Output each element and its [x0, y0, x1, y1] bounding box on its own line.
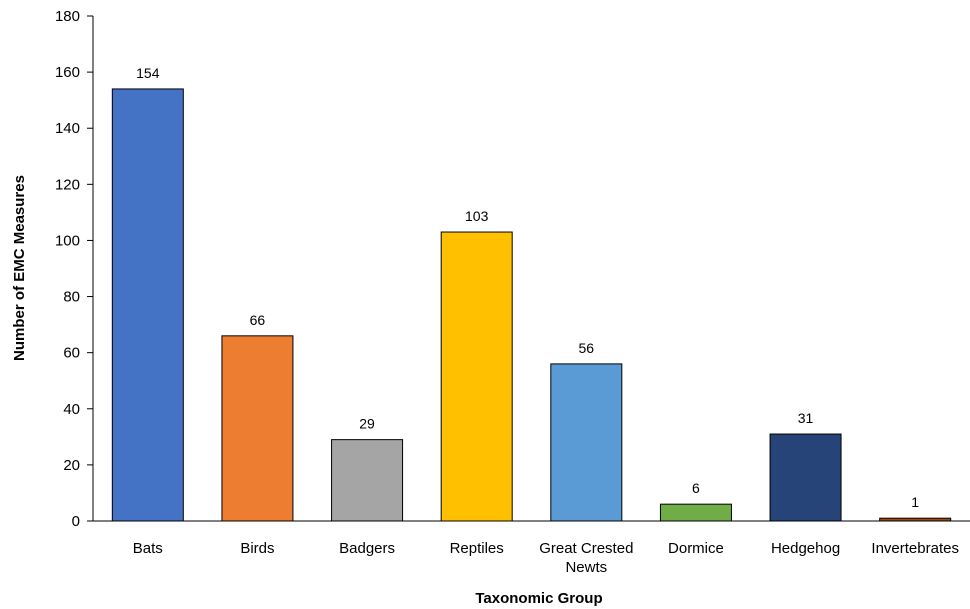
y-tick-label: 20 [63, 457, 80, 474]
data-labels-group: 154 66 29 103 56 6 31 1 [136, 65, 919, 510]
bar-data-label: 56 [579, 340, 595, 356]
y-tick-label: 40 [63, 401, 80, 418]
bar [550, 363, 623, 522]
bar [659, 503, 732, 522]
y-tick-label: 120 [55, 176, 80, 193]
x-axis-tick-labels: Bats Birds Badgers Reptiles Great Crested New… [133, 540, 959, 576]
bar-data-label: 6 [692, 480, 700, 496]
x-tick-label: Reptiles [450, 540, 504, 557]
bar-data-label: 31 [798, 410, 814, 426]
y-tick-label: 160 [55, 64, 80, 81]
bar [111, 88, 184, 522]
x-tick-label: Bats [133, 540, 163, 557]
y-tick-label: 0 [72, 513, 80, 530]
y-tick-label: 100 [55, 232, 80, 249]
y-axis-title: Number of EMC Measures [11, 175, 28, 361]
bar-data-label: 29 [359, 416, 375, 432]
y-tick-label: 60 [63, 345, 80, 362]
x-axis-title: Taxonomic Group [475, 590, 602, 607]
x-tick-label: Hedgehog [771, 540, 840, 557]
bars-group [111, 88, 952, 522]
y-axis-ticks: 0 20 40 60 80 100 120 140 160 180 [55, 8, 93, 530]
y-tick-label: 180 [55, 8, 80, 25]
y-tick-label: 140 [55, 120, 80, 137]
bar-data-label: 1 [911, 494, 919, 510]
y-tick-label: 80 [63, 289, 80, 306]
bar-data-label: 66 [250, 312, 266, 328]
x-tick-label: Invertebrates [871, 540, 959, 557]
x-tick-label: Great Crested Newts [539, 540, 633, 576]
bar-data-label: 154 [136, 65, 160, 81]
bar [440, 231, 513, 522]
x-tick-label: Birds [240, 540, 274, 557]
x-tick-label: Badgers [339, 540, 395, 557]
bar [221, 335, 294, 522]
x-tick-label: Dormice [668, 540, 724, 557]
bar [769, 433, 842, 522]
bar [331, 439, 404, 522]
bar-data-label: 103 [465, 208, 489, 224]
